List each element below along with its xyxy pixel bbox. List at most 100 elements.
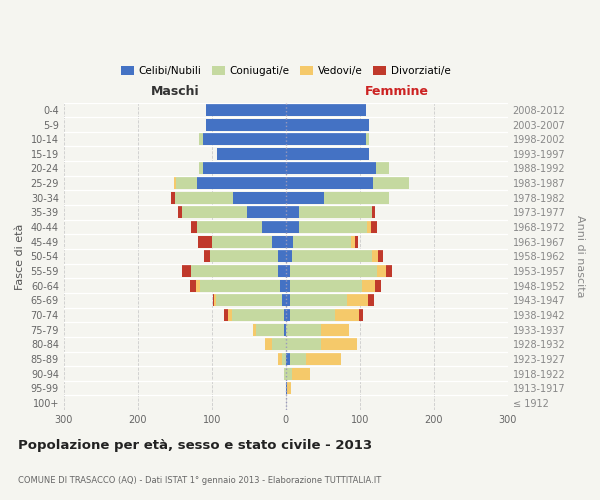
Bar	[347, 294, 368, 306]
Bar	[306, 353, 341, 365]
Bar	[293, 236, 351, 248]
Bar	[286, 353, 290, 365]
Bar	[278, 265, 286, 277]
Bar	[286, 280, 290, 291]
Bar	[247, 206, 286, 218]
Bar	[286, 118, 368, 130]
Bar	[376, 280, 381, 291]
Bar	[386, 265, 392, 277]
Bar	[190, 280, 196, 291]
Bar	[287, 382, 291, 394]
Bar	[299, 206, 371, 218]
Bar	[182, 265, 191, 277]
Bar	[335, 309, 359, 321]
Bar	[200, 280, 280, 291]
Bar	[197, 177, 286, 189]
Bar	[377, 265, 386, 277]
Bar	[224, 309, 228, 321]
Bar	[205, 250, 211, 262]
Bar	[373, 177, 409, 189]
Bar	[355, 236, 358, 248]
Bar	[286, 192, 324, 204]
Bar	[286, 162, 376, 174]
Bar	[377, 250, 383, 262]
Bar	[371, 206, 376, 218]
Bar	[228, 309, 232, 321]
Bar	[286, 324, 322, 336]
Bar	[290, 280, 362, 291]
Bar	[253, 324, 256, 336]
Bar	[191, 265, 278, 277]
Bar	[286, 206, 299, 218]
Bar	[351, 236, 355, 248]
Bar	[196, 280, 200, 291]
Bar	[203, 162, 286, 174]
Bar	[292, 250, 371, 262]
Bar	[292, 368, 310, 380]
Bar	[359, 309, 363, 321]
Bar	[280, 280, 286, 291]
Bar	[324, 192, 389, 204]
Bar	[284, 368, 286, 380]
Bar	[197, 221, 262, 233]
Bar	[367, 221, 371, 233]
Bar	[290, 294, 347, 306]
Bar	[322, 338, 357, 350]
Bar	[233, 192, 286, 204]
Bar	[282, 353, 286, 365]
Bar	[366, 133, 370, 145]
Bar	[286, 221, 299, 233]
Bar	[284, 309, 286, 321]
Bar	[286, 148, 368, 160]
Bar	[256, 324, 284, 336]
Bar	[206, 118, 286, 130]
Bar	[199, 236, 212, 248]
Bar	[286, 265, 290, 277]
Legend: Celibi/Nubili, Coniugati/e, Vedovi/e, Divorziati/e: Celibi/Nubili, Coniugati/e, Vedovi/e, Di…	[117, 62, 455, 80]
Bar	[290, 265, 377, 277]
Bar	[371, 221, 377, 233]
Y-axis label: Fasce di età: Fasce di età	[15, 223, 25, 290]
Bar	[282, 294, 286, 306]
Bar	[290, 309, 335, 321]
Bar	[290, 353, 306, 365]
Bar	[214, 294, 215, 306]
Bar	[286, 104, 366, 116]
Bar	[212, 294, 214, 306]
Bar	[362, 280, 376, 291]
Bar	[265, 338, 272, 350]
Bar	[262, 221, 286, 233]
Bar	[215, 294, 282, 306]
Bar	[286, 236, 293, 248]
Bar	[286, 250, 292, 262]
Bar	[199, 133, 203, 145]
Bar	[286, 309, 290, 321]
Bar	[286, 368, 292, 380]
Text: Maschi: Maschi	[151, 85, 199, 98]
Bar	[368, 294, 374, 306]
Bar	[217, 148, 286, 160]
Bar	[272, 338, 286, 350]
Bar	[322, 324, 349, 336]
Bar	[299, 221, 367, 233]
Bar	[286, 382, 287, 394]
Y-axis label: Anni di nascita: Anni di nascita	[575, 215, 585, 298]
Bar	[199, 162, 203, 174]
Bar	[171, 192, 175, 204]
Bar	[174, 177, 176, 189]
Bar	[191, 221, 197, 233]
Bar	[211, 250, 278, 262]
Bar	[203, 133, 286, 145]
Bar	[176, 177, 197, 189]
Bar	[278, 353, 282, 365]
Bar	[182, 206, 247, 218]
Bar	[371, 250, 377, 262]
Text: Femmine: Femmine	[365, 85, 429, 98]
Bar	[175, 192, 233, 204]
Bar	[286, 177, 373, 189]
Bar	[212, 236, 272, 248]
Bar	[284, 324, 286, 336]
Bar	[278, 250, 286, 262]
Bar	[286, 294, 290, 306]
Bar	[286, 338, 322, 350]
